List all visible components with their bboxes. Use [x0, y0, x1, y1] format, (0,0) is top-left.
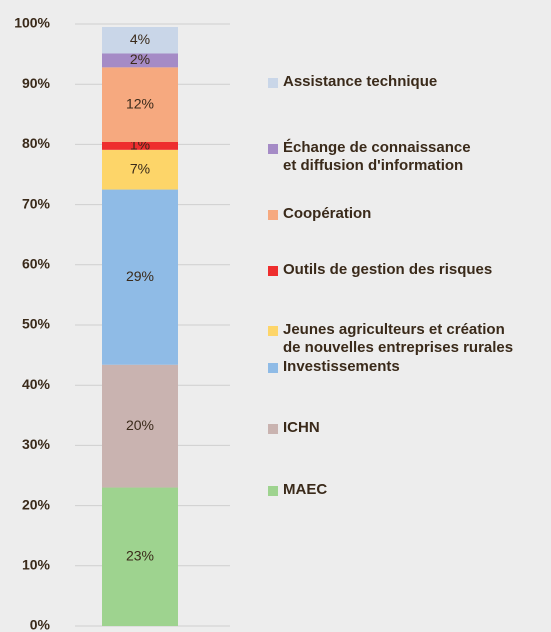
legend-label: Outils de gestion des risques	[283, 261, 492, 278]
y-tick-label: 100%	[14, 15, 50, 31]
data-label: 12%	[126, 95, 154, 111]
y-tick-label: 40%	[22, 376, 51, 392]
legend-swatch	[268, 210, 278, 220]
bar-segment	[102, 67, 178, 142]
legend-label: MAEC	[283, 481, 327, 498]
data-label: 23%	[126, 547, 154, 563]
data-label: 4%	[130, 31, 150, 47]
bar-segment	[102, 149, 178, 190]
y-tick-label: 60%	[22, 256, 51, 272]
legend-swatch	[268, 486, 278, 496]
legend-swatch	[268, 363, 278, 373]
bar-segment	[102, 141, 178, 150]
legend-swatch	[268, 266, 278, 276]
bar-segment	[102, 364, 178, 488]
legend-label: Assistance technique	[283, 73, 437, 90]
legend-swatch	[268, 424, 278, 434]
bar-segment	[102, 487, 178, 626]
legend-swatch	[268, 78, 278, 88]
data-label: 2%	[130, 51, 150, 67]
data-label: 29%	[126, 268, 154, 284]
legend-swatch	[268, 326, 278, 336]
legend-label: Coopération	[283, 205, 371, 222]
data-label: 20%	[126, 417, 154, 433]
y-tick-label: 80%	[22, 135, 51, 151]
bar-segment	[102, 189, 178, 365]
legend-label: ICHN	[283, 419, 320, 436]
data-label: 7%	[130, 160, 150, 176]
legend-swatch	[268, 144, 278, 154]
y-tick-label: 90%	[22, 75, 51, 91]
y-tick-label: 70%	[22, 195, 51, 211]
y-tick-label: 50%	[22, 316, 51, 332]
y-tick-label: 10%	[22, 557, 51, 573]
legend-label: Échange de connaissance et diffusion d'in…	[283, 139, 471, 174]
legend-label: Jeunes agriculteurs et création de nouvel…	[283, 321, 513, 356]
y-tick-label: 30%	[22, 436, 51, 452]
bar-segment	[102, 27, 178, 54]
legend-label: Investissements	[283, 358, 400, 375]
y-tick-label: 0%	[30, 617, 51, 632]
y-tick-label: 20%	[22, 496, 51, 512]
bar-segment	[102, 53, 178, 68]
